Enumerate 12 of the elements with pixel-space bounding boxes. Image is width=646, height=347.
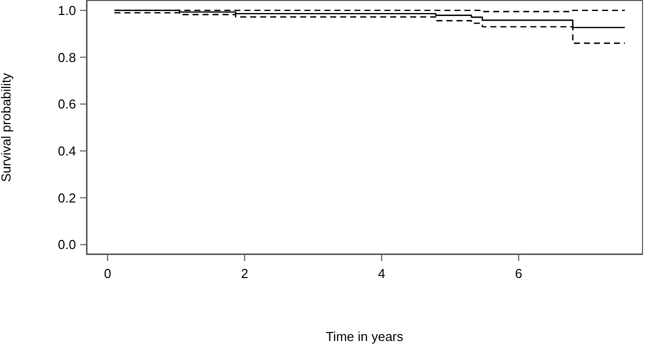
- x-tick-label: 0: [104, 266, 112, 282]
- x-tick-label: 2: [240, 266, 248, 282]
- x-tick-label: 6: [515, 266, 522, 282]
- y-tick-label: 0.4: [58, 144, 76, 159]
- y-tick-label: 0.0: [58, 237, 76, 252]
- y-tick-label: 0.2: [58, 190, 76, 206]
- y-tick-label: 1.0: [58, 2, 76, 18]
- x-tick-label: 4: [378, 266, 386, 282]
- y-tick-label: 0.6: [58, 96, 76, 112]
- y-axis-title: Survival probability: [0, 72, 14, 182]
- x-axis-title: Time in years: [326, 329, 404, 344]
- y-tick-label: 0.8: [58, 50, 76, 65]
